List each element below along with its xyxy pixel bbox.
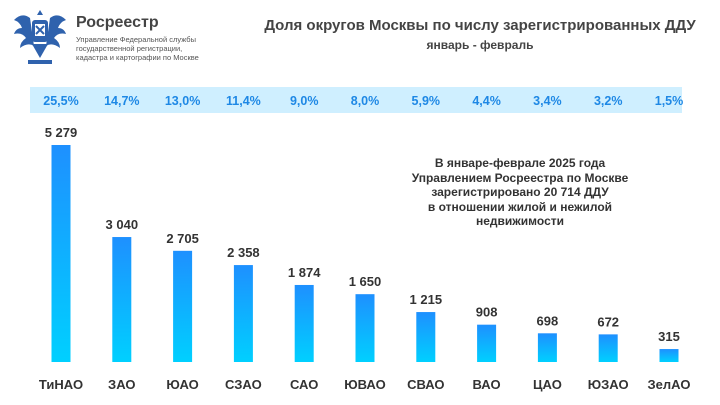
category-label: ТиНАО: [39, 377, 83, 392]
share-label: 11,4%: [226, 94, 261, 108]
bar-8: [477, 324, 497, 362]
org-sub-line: государственной регистрации,: [76, 44, 183, 53]
category-label: ВАО: [473, 377, 501, 392]
bar-3: [173, 250, 193, 362]
value-label: 3 040: [106, 217, 139, 232]
bar-6: [355, 294, 375, 362]
share-label: 13,0%: [165, 94, 200, 108]
category-label: ЮВАО: [344, 377, 385, 392]
bar-1: [51, 145, 71, 362]
bar-4: [233, 265, 253, 362]
category-label: ЗАО: [108, 377, 135, 392]
category-label: ЮЗАО: [588, 377, 629, 392]
share-label: 3,2%: [594, 94, 623, 108]
value-label: 1 874: [288, 265, 321, 280]
bar-7: [416, 312, 436, 362]
category-label: ЦАО: [533, 377, 562, 392]
value-label: 908: [476, 305, 498, 320]
share-label: 25,5%: [43, 94, 78, 108]
value-label: 2 358: [227, 245, 260, 260]
value-label: 698: [537, 313, 559, 328]
share-label: 14,7%: [104, 94, 139, 108]
value-label: 672: [597, 314, 619, 329]
share-label: 9,0%: [290, 94, 319, 108]
value-label: 2 705: [166, 231, 199, 246]
org-sub-line: Управление Федеральной службы: [76, 35, 196, 44]
value-label: 1 650: [349, 274, 382, 289]
share-label: 8,0%: [351, 94, 380, 108]
chart-subtitle: январь - февраль: [426, 38, 534, 52]
note-line: недвижимости: [476, 214, 564, 228]
share-band: [30, 87, 682, 113]
value-label: 315: [658, 329, 680, 344]
org-name: Росреестр: [76, 14, 159, 31]
bar-9: [537, 333, 557, 362]
emblem-icon: [14, 10, 66, 64]
org-sub-line: кадастра и картографии по Москве: [76, 53, 199, 62]
bar-5: [294, 284, 314, 362]
value-label: 1 215: [410, 292, 443, 307]
bar-11: [659, 349, 679, 362]
share-label: 4,4%: [472, 94, 501, 108]
category-label: ЗелАО: [648, 377, 691, 392]
share-label: 1,5%: [655, 94, 684, 108]
org-subtitle: Управление Федеральной службы государств…: [76, 35, 216, 62]
category-label: СЗАО: [225, 377, 262, 392]
bar-10: [598, 334, 618, 362]
summary-note: В январе-феврале 2025 года Управлением Р…: [395, 156, 645, 229]
share-label: 5,9%: [412, 94, 441, 108]
note-line: зарегистрировано 20 714 ДДУ: [431, 185, 609, 199]
chart-title: Доля округов Москвы по числу зарегистрир…: [264, 17, 696, 34]
category-label: САО: [290, 377, 318, 392]
category-label: СВАО: [407, 377, 444, 392]
bar-2: [112, 237, 132, 362]
note-line: В январе-феврале 2025 года: [434, 156, 606, 170]
value-label: 5 279: [45, 125, 78, 140]
share-label: 3,4%: [533, 94, 562, 108]
category-label: ЮАО: [166, 377, 198, 392]
note-line: в отношении жилой и нежилой: [427, 199, 613, 214]
note-line: Управлением Росреестра по Москве: [411, 170, 629, 185]
